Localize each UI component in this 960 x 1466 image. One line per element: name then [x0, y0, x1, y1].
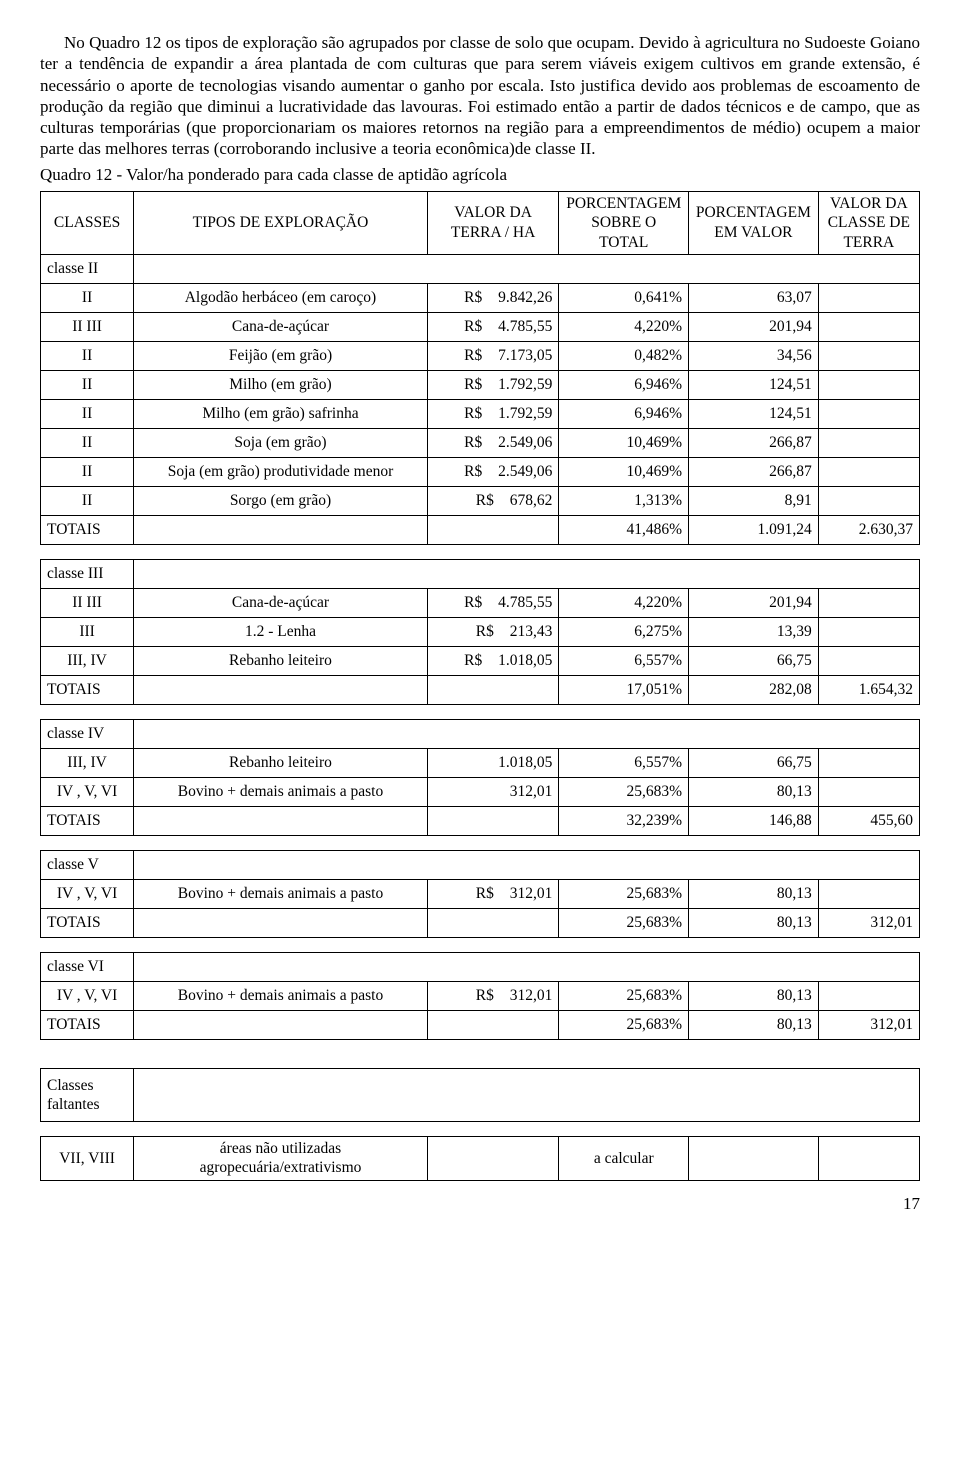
spacer-row — [41, 1054, 920, 1069]
th-classes: CLASSES — [41, 191, 134, 254]
spacer-row — [41, 1039, 920, 1054]
th-tipos: TIPOS DE EXPLORAÇÃO — [134, 191, 428, 254]
page-number: 17 — [40, 1193, 920, 1214]
table-row: III, IVRebanho leiteiro1.018,056,557%66,… — [41, 748, 920, 777]
body-paragraph: No Quadro 12 os tipos de exploração são … — [40, 32, 920, 160]
group-title-row: classe VI — [41, 952, 920, 981]
spacer-row — [41, 937, 920, 952]
totais-row: TOTAIS25,683%80,13312,01 — [41, 1010, 920, 1039]
th-pct-valor: PORCENTAGEM EM VALOR — [689, 191, 819, 254]
table-row: IV , V, VIBovino + demais animais a past… — [41, 879, 920, 908]
table-header-row: CLASSES TIPOS DE EXPLORAÇÃO VALOR DA TER… — [41, 191, 920, 254]
table-caption: Quadro 12 - Valor/ha ponderado para cada… — [40, 164, 920, 185]
group-title-row: classe III — [41, 559, 920, 588]
group-title-row: classe II — [41, 254, 920, 283]
spacer-row — [41, 704, 920, 719]
totais-row: TOTAIS32,239%146,88455,60 — [41, 806, 920, 835]
th-pct-total: PORCENTAGEM SOBRE O TOTAL — [559, 191, 689, 254]
table-row: IV , V, VIBovino + demais animais a past… — [41, 981, 920, 1010]
table-row: IIMilho (em grão)R$1.792,596,946%124,51 — [41, 370, 920, 399]
group-title-row: classe IV — [41, 719, 920, 748]
spacer-row — [41, 544, 920, 559]
table-row: IISorgo (em grão)R$678,621,313%8,91 — [41, 486, 920, 515]
table-row: IV , V, VIBovino + demais animais a past… — [41, 777, 920, 806]
totais-row: TOTAIS25,683%80,13312,01 — [41, 908, 920, 937]
table-row: III1.2 - LenhaR$213,436,275%13,39 — [41, 617, 920, 646]
spacer-row — [41, 835, 920, 850]
classes-faltantes-row: Classes faltantes — [41, 1068, 920, 1121]
table-row: IISoja (em grão) produtividade menorR$2.… — [41, 457, 920, 486]
th-valor-classe: VALOR DA CLASSE DE TERRA — [818, 191, 919, 254]
table-row: IISoja (em grão)R$2.549,0610,469%266,87 — [41, 428, 920, 457]
table-row: IIFeijão (em grão)R$7.173,050,482%34,56 — [41, 341, 920, 370]
totais-row: TOTAIS17,051%282,081.654,32 — [41, 675, 920, 704]
totais-row: TOTAIS41,486%1.091,242.630,37 — [41, 515, 920, 544]
th-valor: VALOR DA TERRA / HA — [427, 191, 559, 254]
table-row: III, IVRebanho leiteiroR$1.018,056,557%6… — [41, 646, 920, 675]
spacer-row — [41, 1121, 920, 1136]
table-row: II IIICana-de-açúcarR$4.785,554,220%201,… — [41, 312, 920, 341]
table-row: II IIICana-de-açúcarR$4.785,554,220%201,… — [41, 588, 920, 617]
group-title-row: classe V — [41, 850, 920, 879]
table-row: IIAlgodão herbáceo (em caroço)R$9.842,26… — [41, 283, 920, 312]
table-row: IIMilho (em grão) safrinhaR$1.792,596,94… — [41, 399, 920, 428]
faltantes-data-row: VII, VIIIáreas não utilizadas agropecuár… — [41, 1136, 920, 1180]
data-table: CLASSES TIPOS DE EXPLORAÇÃO VALOR DA TER… — [40, 191, 920, 1181]
